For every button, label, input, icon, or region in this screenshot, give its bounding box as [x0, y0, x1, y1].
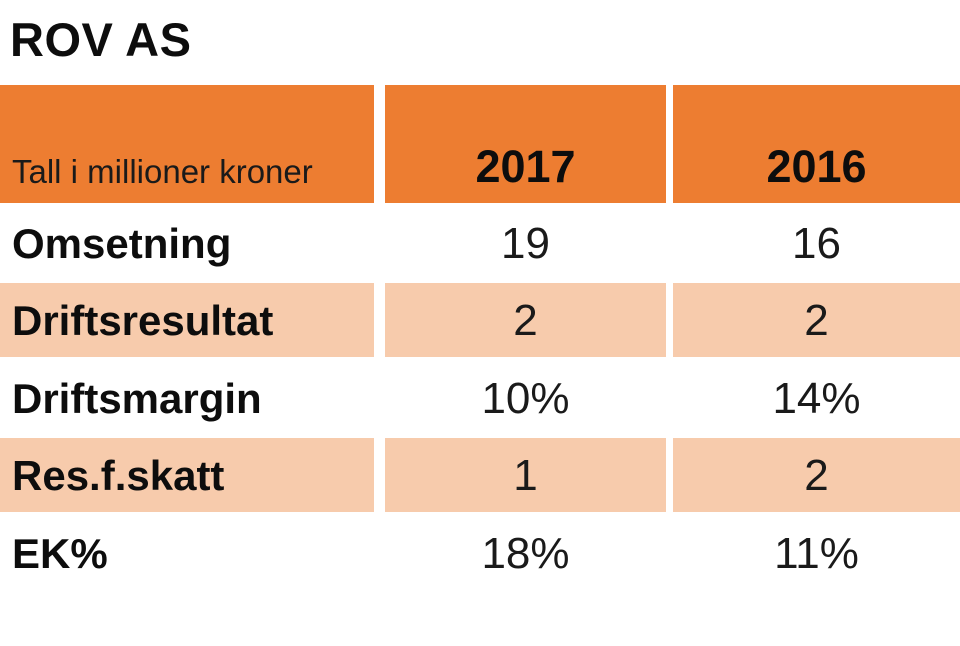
column-divider [374, 85, 385, 203]
cell-value-2017: 2 [385, 283, 666, 357]
cell-value-2017: 18% [481, 528, 570, 578]
column-divider [666, 283, 673, 357]
column-divider [666, 438, 673, 512]
row-label: Driftsresultat [0, 283, 374, 357]
table-row: Driftsresultat 2 2 [0, 283, 960, 357]
cell-value-2016: 16 [792, 219, 841, 268]
table-row: Driftsmargin 10% 14% [0, 357, 960, 438]
column-divider [374, 357, 385, 438]
row-label: Driftsmargin [12, 374, 262, 422]
table-row: Res.f.skatt 1 2 [0, 438, 960, 512]
table-header-2017: 2017 [385, 85, 666, 203]
column-divider [666, 203, 673, 283]
column-divider [666, 357, 673, 438]
column-divider [374, 283, 385, 357]
column-divider [374, 438, 385, 512]
cell-value-2017: 10% [481, 373, 570, 423]
cell-value-2016: 14% [772, 373, 861, 423]
cell-value-2017: 1 [385, 438, 666, 512]
table-row: Omsetning 19 16 [0, 203, 960, 283]
cell-value-2016: 2 [673, 283, 960, 357]
table-header-2016: 2016 [673, 85, 960, 203]
column-divider [374, 512, 385, 593]
row-label: Res.f.skatt [0, 438, 374, 512]
cell-value-2016: 2 [673, 438, 960, 512]
column-divider [666, 512, 673, 593]
table-header-unit-label: Tall i millioner kroner [0, 85, 374, 203]
page-title: ROV AS [10, 13, 192, 66]
financial-table: Tall i millioner kroner 2017 2016 Omsetn… [0, 85, 960, 593]
table-header-row: Tall i millioner kroner 2017 2016 [0, 85, 960, 203]
cell-value-2017: 19 [501, 219, 550, 268]
table-row: EK% 18% 11% [0, 512, 960, 593]
cell-value-2016: 11% [774, 528, 859, 578]
column-divider [666, 85, 673, 203]
row-label: EK% [12, 529, 108, 577]
row-label: Omsetning [12, 220, 232, 267]
column-divider [374, 203, 385, 283]
